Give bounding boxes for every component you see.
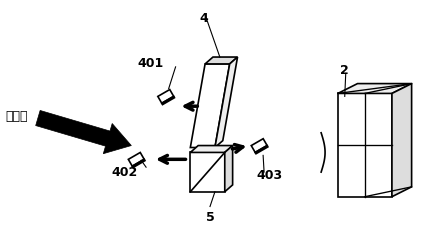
Text: 401: 401 (138, 57, 164, 70)
Polygon shape (36, 111, 131, 154)
Polygon shape (190, 153, 225, 192)
Polygon shape (215, 57, 237, 148)
Polygon shape (338, 84, 412, 94)
Text: 403: 403 (256, 169, 282, 182)
Polygon shape (190, 64, 230, 148)
Polygon shape (251, 139, 267, 152)
Text: 402: 402 (112, 166, 138, 179)
Polygon shape (132, 159, 145, 168)
Text: 4: 4 (200, 12, 208, 25)
Text: 2: 2 (340, 64, 349, 77)
Polygon shape (158, 89, 174, 103)
Polygon shape (128, 153, 144, 166)
Polygon shape (225, 146, 233, 192)
Polygon shape (255, 146, 268, 154)
Polygon shape (338, 94, 392, 197)
Polygon shape (190, 146, 233, 153)
Text: 激发光: 激发光 (5, 110, 28, 123)
Polygon shape (392, 84, 412, 197)
Polygon shape (162, 96, 174, 105)
Polygon shape (205, 57, 237, 64)
Text: 5: 5 (205, 211, 214, 225)
